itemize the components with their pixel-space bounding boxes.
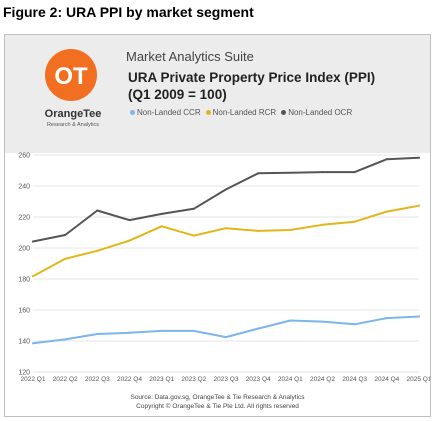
data-point xyxy=(321,223,324,226)
data-point xyxy=(192,234,195,237)
x-tick-label: 2025 Q1 xyxy=(407,376,430,383)
x-tick-label: 2024 Q4 xyxy=(374,376,399,383)
data-point xyxy=(418,204,420,207)
chart-legend: Non-Landed CCR Non-Landed RCR Non-Landed O… xyxy=(130,108,352,117)
data-point xyxy=(257,172,260,175)
copyright-note: Copyright © OrangeTee & Tie Pte Ltd. All… xyxy=(136,403,299,410)
x-tick-label: 2024 Q3 xyxy=(342,376,367,383)
data-point xyxy=(128,331,131,334)
data-point xyxy=(225,188,227,191)
source-note: Source: Data.gov.sg, OrangeTee & Tie Res… xyxy=(130,394,305,401)
y-tick-label: 120 xyxy=(18,370,30,377)
x-tick-label: 2022 Q3 xyxy=(85,376,110,383)
y-tick-label: 240 xyxy=(18,184,30,191)
data-point xyxy=(353,323,356,326)
data-point xyxy=(289,229,292,232)
legend-item-3: Non-Landed OCR xyxy=(281,108,352,117)
logo-mark-icon: OT xyxy=(54,63,88,90)
y-tick-label: 220 xyxy=(18,215,30,222)
x-tick-label: 2023 Q4 xyxy=(246,376,271,383)
data-point xyxy=(96,209,99,212)
legend-dot-icon xyxy=(281,110,287,115)
data-point xyxy=(225,227,227,230)
orangetee-logo: OT xyxy=(45,49,97,101)
data-point xyxy=(64,338,67,341)
data-point xyxy=(160,212,163,215)
data-point xyxy=(128,239,131,242)
data-point xyxy=(160,329,163,332)
data-point xyxy=(96,333,99,336)
x-tick-label: 2023 Q3 xyxy=(214,376,239,383)
y-tick-label: 180 xyxy=(18,277,30,284)
figure-caption: Figure 2: URA PPI by market segment xyxy=(3,4,254,20)
data-point xyxy=(385,317,388,320)
data-point xyxy=(257,229,260,232)
data-point xyxy=(32,275,34,278)
data-point xyxy=(321,171,324,174)
data-point xyxy=(321,320,324,323)
brand-name: OrangeTee xyxy=(44,108,102,120)
data-point xyxy=(32,240,34,243)
data-point xyxy=(96,249,99,252)
legend-item-1: Non-Landed CCR xyxy=(130,108,201,117)
x-tick-label: 2024 Q1 xyxy=(278,376,303,383)
x-tick-label: 2022 Q2 xyxy=(53,376,78,383)
brand-subtitle: Research & Analytics xyxy=(47,122,99,128)
y-tick-label: 140 xyxy=(18,339,30,346)
y-tick-label: 200 xyxy=(18,246,30,253)
legend-label: Non-Landed CCR xyxy=(137,108,201,117)
chart-footer: Source: Data.gov.sg, OrangeTee & Tie Res… xyxy=(5,393,430,411)
x-tick-label: 2023 Q2 xyxy=(181,376,206,383)
x-tick-label: 2023 Q1 xyxy=(149,376,174,383)
chart-title-line2: (Q1 2009 = 100) xyxy=(128,87,227,102)
data-point xyxy=(192,329,195,332)
legend-item-2: Non-Landed RCR xyxy=(205,108,277,117)
chart-header: OT OrangeTee Research & Analytics Market… xyxy=(5,35,430,153)
legend-dot-icon xyxy=(130,110,135,115)
data-point xyxy=(160,225,163,228)
line-chart: 120 140 160 180 200 220 240 260 2022 Q1 2022 Q2 20… xyxy=(18,153,430,384)
data-point xyxy=(64,257,67,260)
data-point xyxy=(418,315,420,318)
x-tick-label: 2022 Q1 xyxy=(21,376,46,383)
data-point xyxy=(257,327,260,330)
x-tick-label: 2024 Q2 xyxy=(310,376,335,383)
data-point xyxy=(32,342,34,345)
chart-title-line1: URA Private Property Price Index (PPI) xyxy=(128,70,376,85)
chart-panel: OT OrangeTee Research & Analytics Market… xyxy=(4,34,431,417)
y-tick-label: 260 xyxy=(18,153,30,160)
data-point xyxy=(289,171,292,174)
logo-mark-text: OT xyxy=(54,63,88,90)
data-point xyxy=(353,220,356,223)
data-point xyxy=(353,171,356,174)
data-point xyxy=(385,158,388,161)
data-point xyxy=(192,207,195,210)
series-line-1 xyxy=(32,315,420,345)
chart-title: URA Private Property Price Index (PPI) (… xyxy=(128,69,418,103)
legend-label: Non-Landed RCR xyxy=(212,108,277,117)
x-tick-label: 2022 Q4 xyxy=(117,376,142,383)
data-point xyxy=(385,210,388,213)
suite-name: Market Analytics Suite xyxy=(126,49,254,64)
data-point xyxy=(418,156,420,159)
data-point xyxy=(64,233,67,236)
y-tick-label: 160 xyxy=(18,308,30,315)
data-point xyxy=(128,219,131,222)
data-point xyxy=(289,319,292,322)
data-point xyxy=(225,336,227,339)
legend-dot-icon xyxy=(205,110,211,115)
legend-label: Non-Landed OCR xyxy=(288,108,353,117)
